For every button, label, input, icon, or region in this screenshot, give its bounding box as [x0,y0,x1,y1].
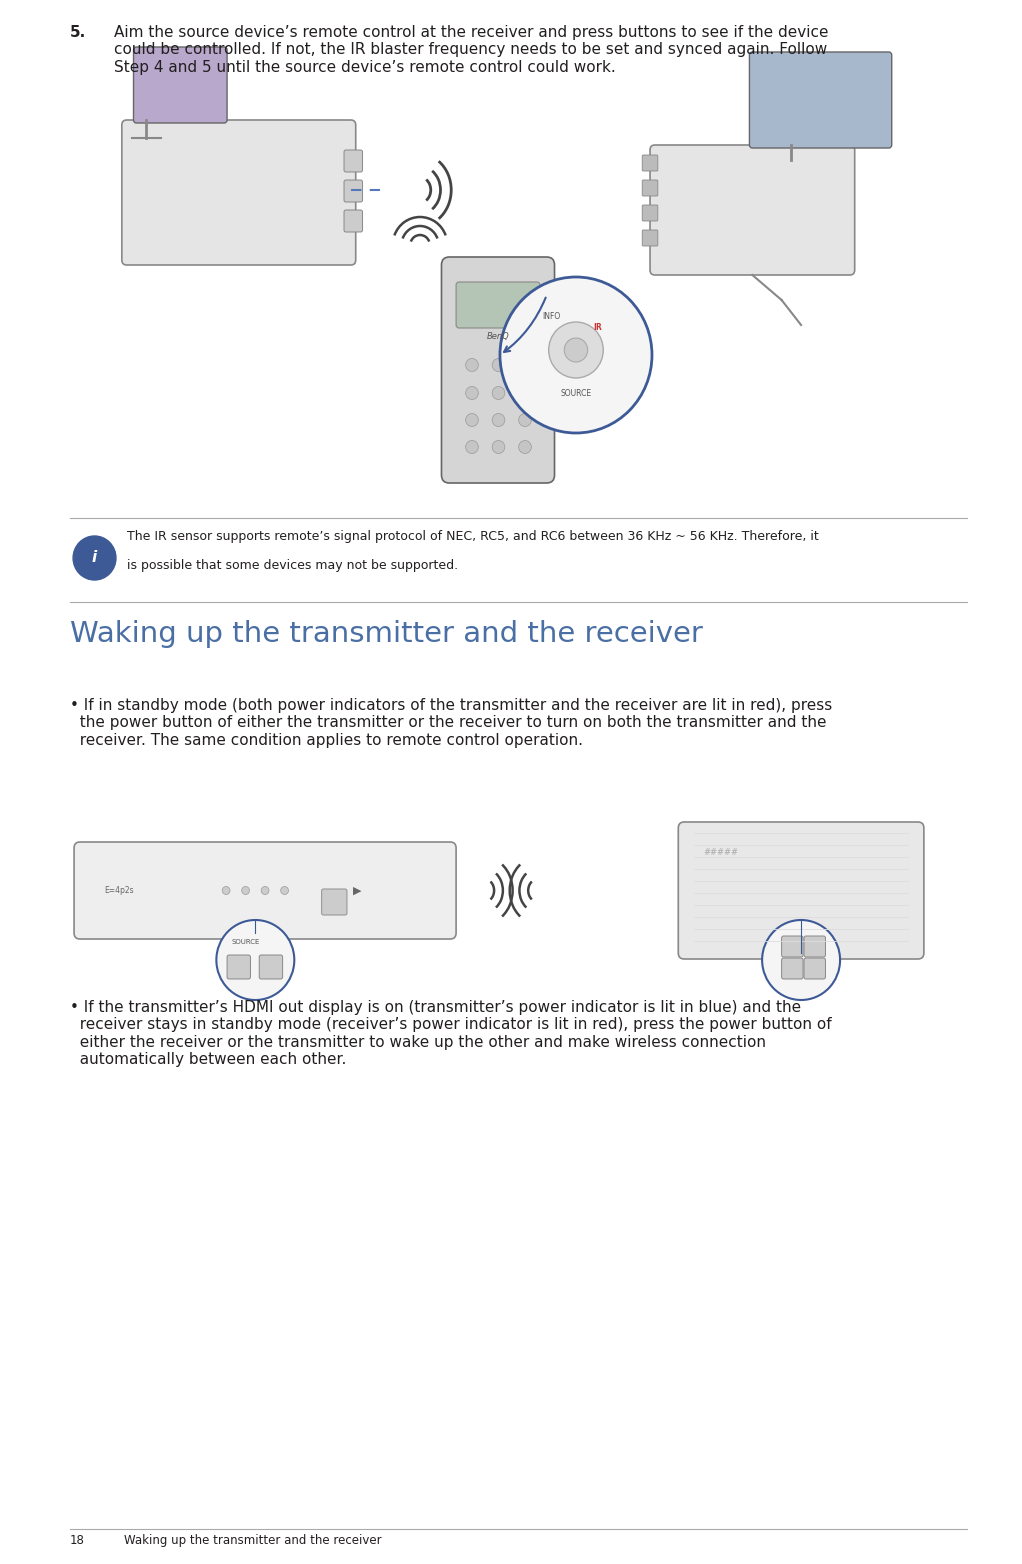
Circle shape [549,322,603,378]
Text: • If in standby mode (both power indicators of the transmitter and the receiver : • If in standby mode (both power indicat… [71,698,832,748]
Text: Waking up the transmitter and the receiver: Waking up the transmitter and the receiv… [124,1534,381,1547]
Circle shape [762,920,840,999]
Circle shape [500,277,652,433]
Circle shape [222,887,230,895]
Text: E=4p2s: E=4p2s [104,885,134,895]
FancyBboxPatch shape [642,180,658,196]
Circle shape [518,386,531,399]
FancyBboxPatch shape [749,52,892,149]
FancyBboxPatch shape [804,959,826,979]
Circle shape [217,920,294,999]
FancyBboxPatch shape [804,935,826,957]
FancyBboxPatch shape [134,47,227,124]
FancyBboxPatch shape [642,205,658,221]
Circle shape [493,358,505,372]
Text: Aim the source device’s remote control at the receiver and press buttons to see : Aim the source device’s remote control a… [114,25,829,75]
Text: IR: IR [593,322,602,332]
Circle shape [262,887,269,895]
Text: is possible that some devices may not be supported.: is possible that some devices may not be… [127,558,458,572]
FancyBboxPatch shape [74,841,456,938]
Circle shape [493,386,505,399]
Text: • If the transmitter’s HDMI out display is on (transmitter’s power indicator is : • If the transmitter’s HDMI out display … [71,999,832,1067]
Circle shape [564,338,588,361]
Circle shape [241,887,249,895]
FancyBboxPatch shape [122,120,356,264]
Circle shape [518,358,531,372]
Circle shape [466,386,478,399]
FancyBboxPatch shape [650,145,854,275]
Text: The IR sensor supports remote’s signal protocol of NEC, RC5, and RC6 between 36 : The IR sensor supports remote’s signal p… [127,530,819,543]
FancyBboxPatch shape [642,230,658,246]
Text: BenQ: BenQ [486,333,509,341]
Text: i: i [92,551,97,566]
Circle shape [518,413,531,427]
Text: SOURCE: SOURCE [231,938,260,945]
FancyBboxPatch shape [322,888,346,915]
Circle shape [466,413,478,427]
FancyBboxPatch shape [679,823,924,959]
Text: INFO: INFO [543,313,561,322]
Text: 18: 18 [71,1534,85,1547]
Circle shape [493,441,505,454]
Text: 5.: 5. [71,25,87,41]
FancyBboxPatch shape [782,959,803,979]
Circle shape [493,413,505,427]
FancyBboxPatch shape [782,935,803,957]
Circle shape [518,441,531,454]
FancyBboxPatch shape [344,180,363,202]
Text: ▶: ▶ [354,885,362,896]
FancyBboxPatch shape [227,956,250,979]
Text: #####: ##### [703,848,739,857]
FancyBboxPatch shape [642,155,658,170]
Circle shape [281,887,288,895]
FancyBboxPatch shape [344,150,363,172]
Circle shape [466,358,478,372]
FancyBboxPatch shape [260,956,283,979]
FancyBboxPatch shape [344,210,363,231]
FancyBboxPatch shape [442,256,555,483]
Text: Waking up the transmitter and the receiver: Waking up the transmitter and the receiv… [71,619,703,647]
Circle shape [74,536,115,580]
Text: SOURCE: SOURCE [560,388,592,397]
Circle shape [466,441,478,454]
FancyBboxPatch shape [456,282,540,328]
